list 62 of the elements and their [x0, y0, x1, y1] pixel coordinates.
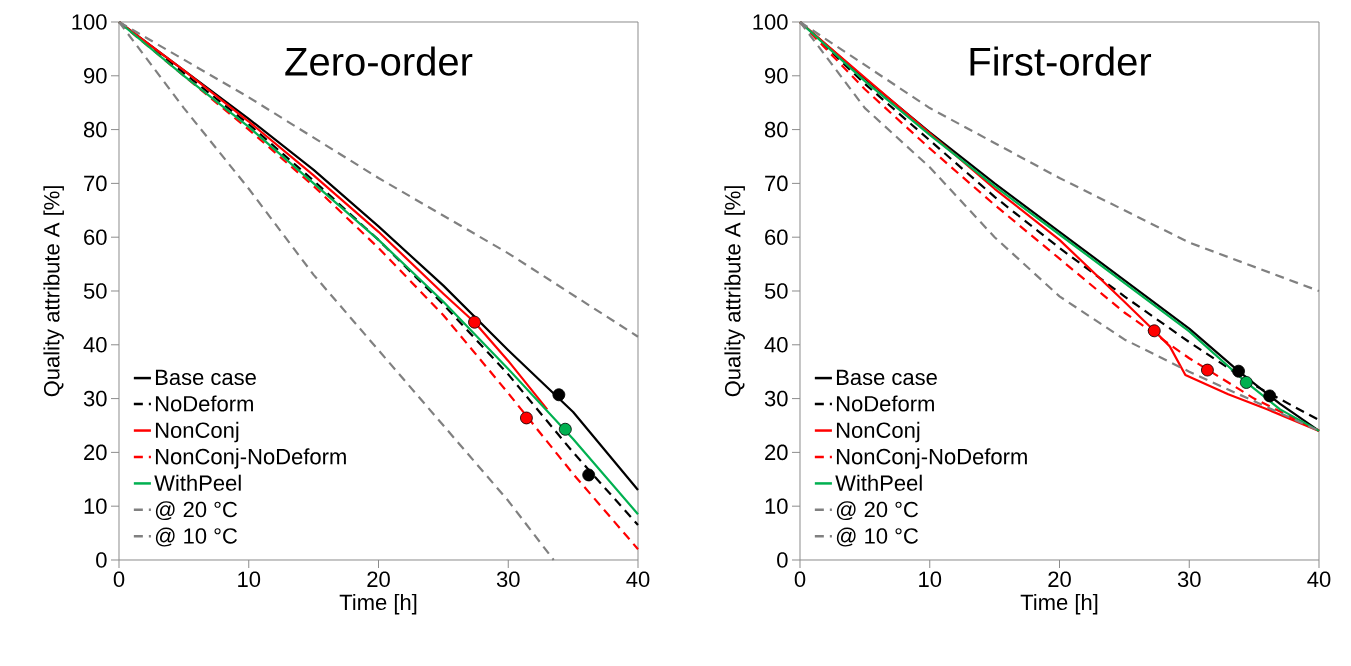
x-tick-label: 10	[919, 571, 942, 588]
point	[582, 468, 596, 482]
x-tick-label: 0	[113, 571, 125, 588]
point	[1147, 324, 1161, 338]
x-tick-label: 30	[496, 571, 520, 588]
y-tick-label: 10	[765, 498, 788, 514]
y-tick-label: 50	[83, 283, 107, 299]
point	[1232, 364, 1245, 378]
legend-label: WithPeel	[835, 474, 922, 491]
y-tick-label: 50	[764, 283, 788, 299]
legend-label: @ 10 °C	[836, 527, 919, 547]
legend-label: NoDeform	[836, 395, 934, 412]
x-tick-label: 40	[1307, 571, 1331, 588]
y-tick-label: 100	[72, 14, 107, 30]
y-tick-label: 60	[765, 229, 788, 245]
legend-label: @ 10 °C	[155, 527, 238, 547]
point	[468, 315, 481, 329]
y-tick-label: 0	[96, 552, 107, 568]
point	[1263, 389, 1277, 403]
x-tick-label: 10	[238, 571, 261, 588]
y-tick-label: 100	[753, 14, 788, 30]
point	[1201, 363, 1214, 377]
point	[520, 411, 533, 425]
y-tick-label: 20	[84, 444, 107, 461]
x-tick-label: 30	[1177, 571, 1201, 588]
legend-label: @ 20 °C	[836, 501, 919, 521]
legend-label: Base case	[155, 369, 256, 386]
y-tick-label: 30	[764, 390, 788, 407]
y-tick-label: 40	[764, 336, 788, 353]
legend-label: NonConj	[155, 421, 239, 443]
chart-title: First-order	[970, 46, 1152, 76]
x-axis-title: Time [h]	[1020, 593, 1098, 615]
legend-label: Base case	[836, 369, 937, 386]
y-tick-label: 10	[84, 498, 107, 514]
y-tick-label: 90	[765, 67, 788, 84]
legend-label: @ 20 °C	[155, 501, 238, 521]
y-tick-label: 30	[83, 390, 107, 407]
y-tick-label: 60	[84, 229, 107, 245]
y-axis-title: Quality attribute A [%]	[43, 186, 64, 397]
legend-label: NonConj-NoDeform	[155, 448, 346, 469]
chart-title: Zero-order	[285, 46, 473, 76]
y-tick-label: 20	[765, 444, 788, 461]
x-tick-label: 40	[626, 571, 650, 588]
point	[558, 422, 572, 436]
x-tick-label: 20	[1048, 571, 1071, 588]
y-tick-label: 80	[83, 121, 107, 138]
x-tick-label: 0	[794, 571, 806, 588]
y-axis-title: Quality attribute A [%]	[724, 186, 745, 397]
x-tick-label: 20	[367, 571, 390, 588]
y-tick-label: 70	[84, 175, 107, 192]
point	[552, 388, 566, 402]
legend-label: NonConj-NoDeform	[836, 448, 1027, 469]
x-axis-title: Time [h]	[339, 593, 417, 615]
y-tick-label: 0	[777, 552, 788, 568]
legend-label: WithPeel	[154, 474, 241, 491]
y-tick-label: 80	[764, 121, 788, 138]
y-tick-label: 40	[83, 336, 107, 353]
y-tick-label: 70	[765, 175, 788, 192]
point	[1239, 376, 1253, 389]
legend-label: NoDeform	[155, 395, 253, 412]
legend-label: NonConj	[836, 421, 920, 443]
y-tick-label: 90	[84, 67, 107, 84]
